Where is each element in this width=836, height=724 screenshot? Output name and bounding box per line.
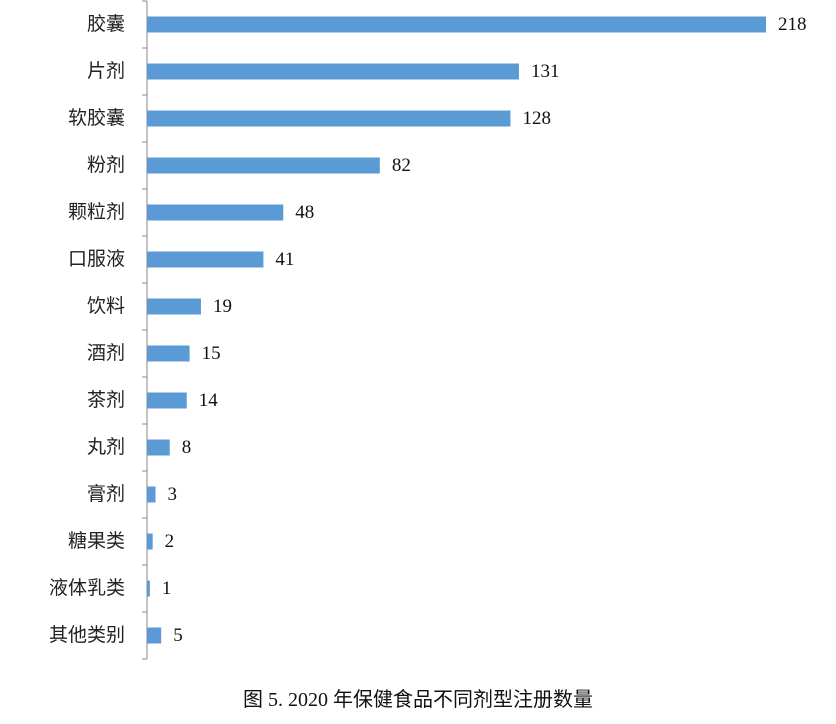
bar xyxy=(147,533,153,550)
category-label: 糖果类 xyxy=(68,530,125,552)
bar xyxy=(147,157,380,174)
category-label: 其他类别 xyxy=(49,624,125,646)
category-label: 膏剂 xyxy=(87,482,125,505)
value-label: 19 xyxy=(213,296,232,317)
value-label: 128 xyxy=(522,108,551,129)
value-label: 1 xyxy=(162,578,172,599)
value-label: 82 xyxy=(392,155,411,176)
bar xyxy=(147,392,187,409)
value-label: 5 xyxy=(173,625,183,646)
category-label: 口服液 xyxy=(68,248,125,270)
category-label: 软胶囊 xyxy=(68,107,125,129)
category-label: 粉剂 xyxy=(87,154,125,176)
value-label: 131 xyxy=(531,61,560,82)
value-label: 8 xyxy=(182,437,192,458)
value-label: 3 xyxy=(168,484,178,505)
value-label: 218 xyxy=(778,14,807,35)
category-label: 颗粒剂 xyxy=(68,201,125,223)
bar xyxy=(147,345,190,362)
category-label: 茶剂 xyxy=(87,389,125,411)
value-label: 41 xyxy=(275,249,294,270)
bar xyxy=(147,63,519,80)
value-label: 48 xyxy=(295,202,314,223)
value-label: 14 xyxy=(199,390,219,411)
bar xyxy=(147,439,170,456)
bar xyxy=(147,486,156,503)
bar xyxy=(147,627,162,644)
category-label: 片剂 xyxy=(87,60,125,82)
value-label: 2 xyxy=(165,531,175,552)
value-label: 15 xyxy=(202,343,221,364)
category-label: 胶囊 xyxy=(87,13,125,35)
bar xyxy=(147,16,766,33)
bar xyxy=(147,110,511,127)
bar xyxy=(147,298,201,315)
bar xyxy=(147,580,150,597)
bar xyxy=(147,251,264,268)
bar xyxy=(147,204,284,221)
category-label: 丸剂 xyxy=(87,436,125,458)
category-label: 酒剂 xyxy=(87,342,125,364)
category-label: 饮料 xyxy=(87,295,125,317)
category-label: 液体乳类 xyxy=(49,577,125,599)
chart-caption: 图 5. 2020 年保健食品不同剂型注册数量 xyxy=(243,688,593,711)
